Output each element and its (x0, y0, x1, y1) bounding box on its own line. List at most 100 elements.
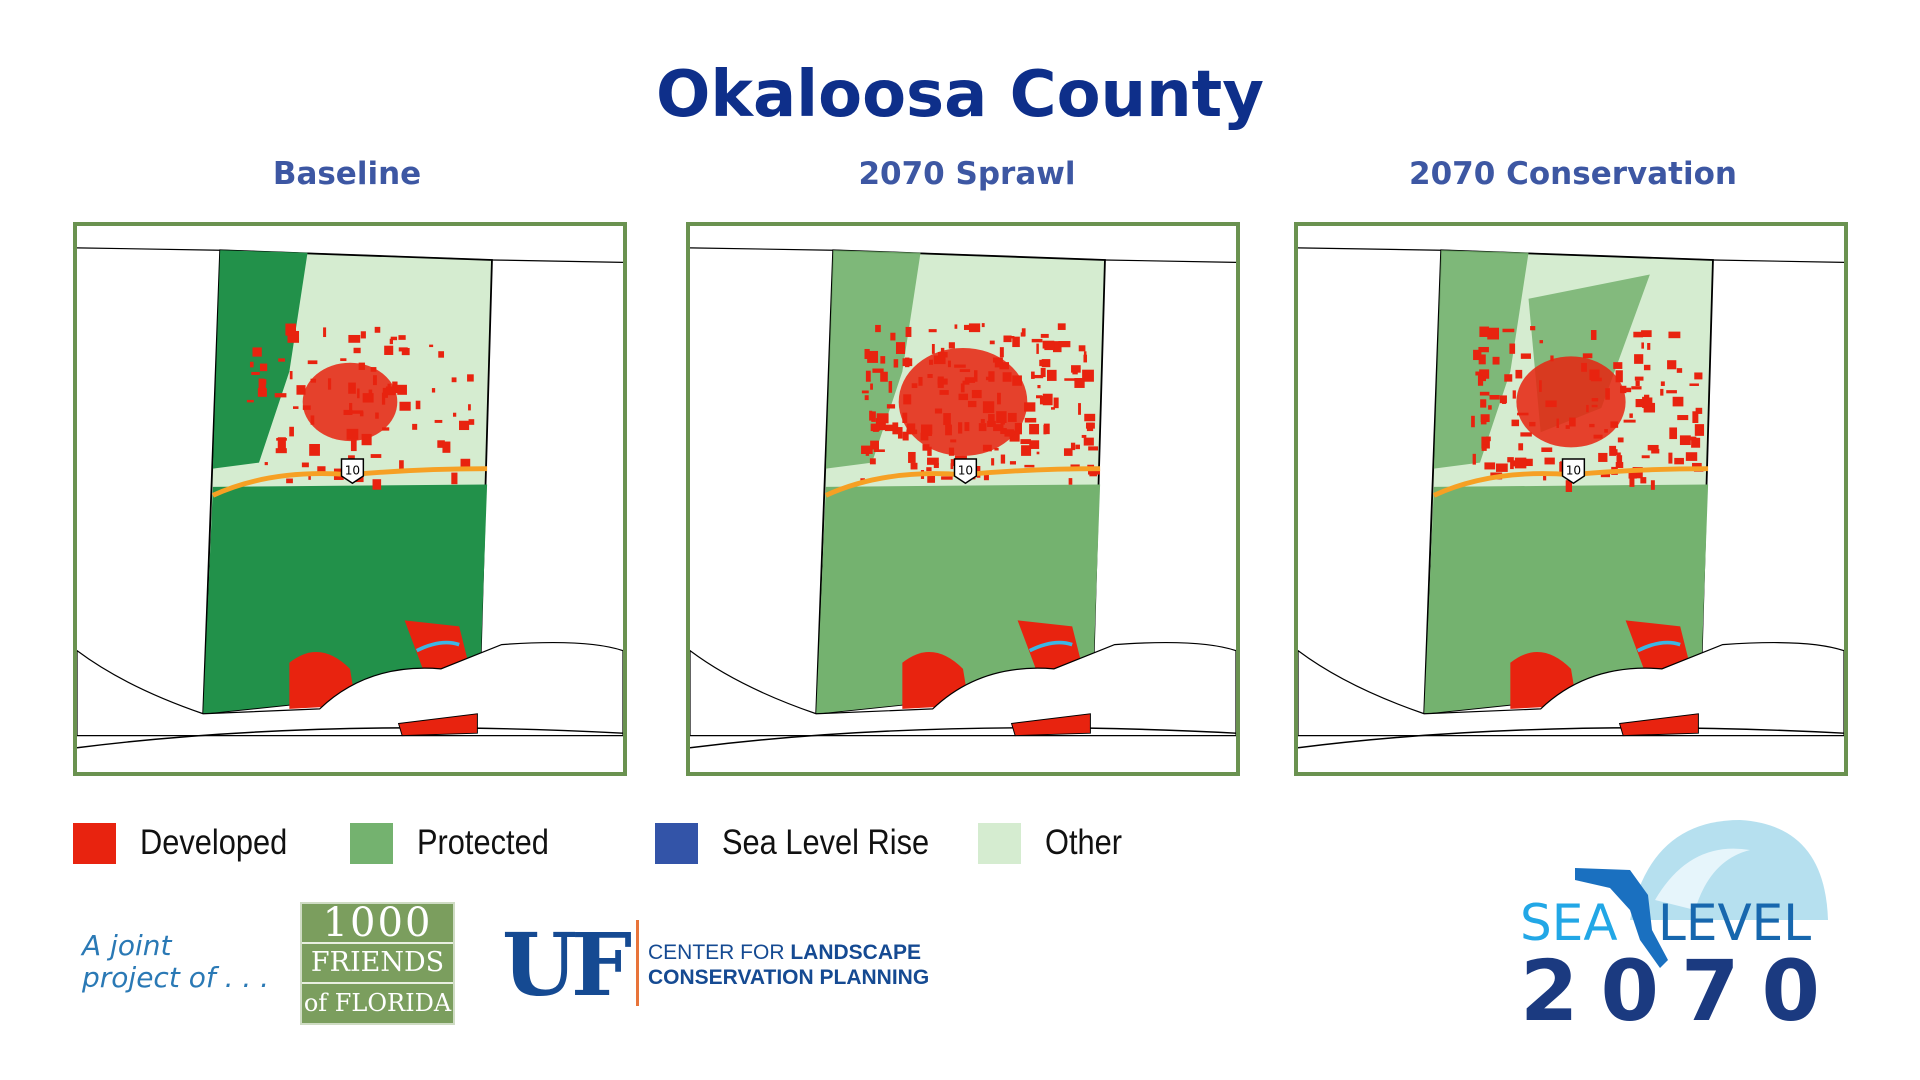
developed-patch (1484, 462, 1496, 470)
developed-patch (1021, 328, 1026, 336)
developed-patch (1515, 369, 1523, 379)
developed-patch (1641, 455, 1650, 459)
developed-patch (1624, 387, 1632, 393)
developed-patch (981, 323, 985, 328)
developed-patch (895, 342, 906, 354)
developed-patch (308, 473, 311, 480)
developed-patch (1472, 453, 1476, 465)
developed-patch (1024, 402, 1036, 412)
developed-patch (399, 401, 411, 411)
bay-and-gulf (690, 641, 1236, 737)
developed-patch (1631, 386, 1642, 390)
developed-patch (1524, 458, 1533, 467)
developed-patch (340, 358, 347, 362)
developed-patch (249, 361, 254, 368)
developed-coast-east (1625, 620, 1693, 675)
clcp-landscape: LANDSCAPE (790, 941, 922, 964)
developed-patch (1633, 331, 1644, 338)
developed-patch (1660, 381, 1665, 386)
developed-patch (902, 431, 909, 441)
developed-patch (902, 358, 913, 367)
developed-patch (293, 406, 299, 409)
developed-patch (864, 348, 870, 359)
developed-patch (437, 440, 445, 448)
developed-patch (1012, 336, 1020, 348)
developed-patch (1085, 422, 1095, 429)
developed-patch (1058, 341, 1071, 348)
developed-patch (374, 326, 381, 333)
bay-and-gulf (1298, 641, 1844, 737)
interstate-label: 10 (958, 464, 973, 478)
developed-patch (1692, 462, 1702, 468)
developed-patch (1495, 463, 1508, 472)
developed-patch (1000, 454, 1006, 464)
legend-developed: Developed (73, 822, 307, 864)
developed-patch (1676, 368, 1683, 373)
developed-patch (285, 323, 296, 336)
developed-patch (1674, 457, 1684, 465)
developed-patch (1036, 395, 1043, 399)
developed-patch (1643, 402, 1656, 413)
developed-patch (1615, 462, 1624, 469)
developed-patch (372, 479, 382, 490)
developed-patch (1044, 342, 1055, 351)
developed-patch (264, 462, 268, 466)
developed-patch (1640, 477, 1647, 484)
florida-icon (1575, 868, 1668, 968)
panel-title-sprawl: 2070 Sprawl (858, 156, 1076, 192)
developed-patch (1617, 437, 1624, 443)
developed-patch (989, 340, 995, 345)
developed-patch (869, 410, 873, 421)
developed-core (898, 347, 1028, 456)
developed-patch (927, 457, 939, 465)
developed-patch (1668, 331, 1681, 339)
developed-patch (1672, 396, 1684, 407)
developed-patch (927, 471, 936, 483)
developed-patch (1477, 375, 1484, 386)
developed-patch (259, 363, 268, 372)
developed-patch (1660, 388, 1664, 396)
protected-forest-area (816, 484, 1101, 714)
developed-patch (1691, 437, 1701, 448)
1000-friends-logo: 1000 FRIENDS of FLORIDA (300, 902, 455, 1025)
map-baseline: 10 (73, 222, 627, 776)
developed-patch (1643, 364, 1651, 371)
legend-label: Sea Level Rise (722, 823, 930, 862)
legend-protected: Protected (350, 822, 567, 864)
legend-other: Other (978, 822, 1133, 864)
developed-patch (1064, 378, 1075, 381)
developed-patch (1530, 326, 1536, 331)
developed-patch (1070, 442, 1076, 451)
developed-patch (954, 324, 958, 329)
bay-and-gulf (77, 641, 623, 737)
county-map: 10 (690, 247, 1236, 749)
developed-patch (1685, 436, 1697, 441)
developed-patch (353, 347, 361, 354)
developed-patch (1020, 439, 1031, 445)
legend-swatch (350, 822, 393, 864)
developed-patch (872, 368, 884, 373)
developed-patch (860, 478, 865, 481)
clcp-conservation-planning: CONSERVATION PLANNING (648, 966, 930, 989)
developed-patch (1634, 376, 1644, 381)
sea-level-rise-area (415, 640, 460, 653)
developed-patch (1088, 446, 1099, 451)
developed-patch (431, 388, 436, 393)
sea-level-rise-area (1028, 640, 1073, 653)
developed-patch (910, 462, 918, 470)
developed-patch (1628, 468, 1637, 479)
developed-patch (1641, 342, 1644, 349)
developed-patch (1539, 340, 1544, 344)
map-sprawl: 10 (686, 222, 1240, 776)
developed-core (302, 362, 398, 442)
developed-patch (1479, 369, 1490, 379)
protected-forest-area (203, 484, 488, 714)
friends-line-3: of FLORIDA (303, 989, 452, 1017)
legend-swatch (73, 822, 116, 864)
developed-patch (1616, 452, 1621, 462)
developed-patch (1694, 424, 1705, 436)
interstate-label: 10 (345, 464, 360, 478)
developed-patch (1677, 415, 1689, 421)
developed-patch (1479, 326, 1490, 337)
developed-patch (451, 377, 457, 383)
